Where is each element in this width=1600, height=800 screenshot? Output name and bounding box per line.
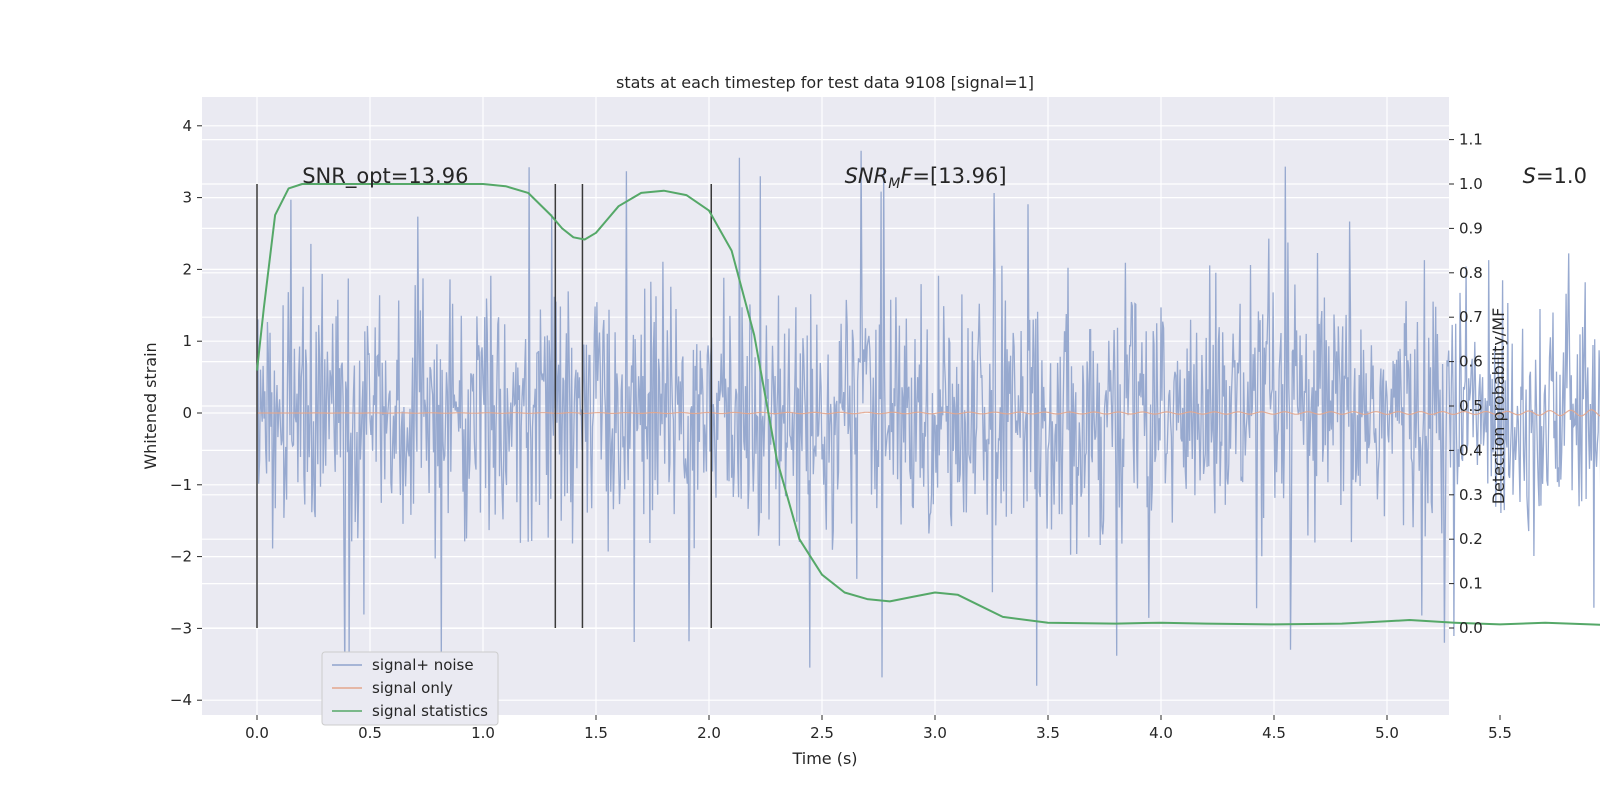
chart-title: stats at each timestep for test data 910… [616, 73, 1034, 92]
right-y-tick-label: 0.1 [1459, 575, 1483, 593]
right-y-tick-label: 0.9 [1459, 219, 1483, 237]
left-y-tick-label: −4 [170, 691, 192, 709]
right-y-axis-label: Detection probability/MF [1489, 308, 1508, 505]
x-tick-label: 1.5 [584, 724, 608, 742]
x-tick-label: 1.0 [471, 724, 495, 742]
legend-label-signal-noise: signal+ noise [372, 656, 474, 674]
x-tick-label: 0.5 [358, 724, 382, 742]
signal-plus-noise-series [256, 150, 1600, 686]
left-y-axis-label: Whitened strain [141, 342, 160, 469]
x-axis-label: Time (s) [791, 749, 857, 768]
left-y-axis-ticks: −4 −3 −2 −1 0 1 2 3 4 [170, 117, 202, 709]
x-tick-label: 4.5 [1262, 724, 1286, 742]
x-tick-label: 4.0 [1149, 724, 1173, 742]
x-axis-ticks: 0.00.51.01.52.02.53.03.54.04.55.05.56.06… [245, 715, 1512, 742]
signal-only-series [257, 409, 1600, 417]
left-y-tick-label: −2 [170, 548, 192, 566]
left-y-tick-label: 4 [182, 117, 192, 135]
right-y-tick-label: 0.0 [1459, 619, 1483, 637]
right-y-tick-label: 0.2 [1459, 530, 1483, 548]
right-y-tick-label: 0.3 [1459, 486, 1483, 504]
legend: signal+ noise signal only signal statist… [321, 651, 499, 726]
left-y-tick-label: −3 [170, 619, 192, 637]
annotation-text: S=1.0 [1523, 164, 1587, 188]
right-y-tick-label: 0.8 [1459, 264, 1483, 282]
left-y-tick-label: 1 [182, 332, 192, 350]
vertical-markers [256, 184, 713, 628]
right-y-tick-label: 1.1 [1459, 131, 1483, 149]
right-y-tick-label: 1.0 [1459, 175, 1483, 193]
right-y-tick-label: 0.5 [1459, 397, 1483, 415]
x-tick-label: 5.5 [1488, 724, 1512, 742]
right-y-tick-label: 0.4 [1459, 441, 1483, 459]
legend-label-signal-only: signal only [372, 679, 453, 697]
x-tick-label: 3.5 [1036, 724, 1060, 742]
legend-box [321, 651, 499, 726]
signal-only-line [257, 409, 1600, 417]
signal-statistics-series [256, 183, 1600, 626]
signal-statistics-line [256, 183, 1600, 626]
left-y-tick-label: −1 [170, 476, 192, 494]
left-y-tick-label: 2 [182, 260, 192, 278]
x-tick-label: 2.5 [810, 724, 834, 742]
annotation-text: SNR_opt=13.96 [302, 164, 468, 189]
right-y-axis-ticks: 0.0 0.1 0.2 0.3 0.4 0.5 0.6 0.7 0.8 0.9 1.0 1.1 [1449, 131, 1483, 637]
x-tick-label: 2.0 [697, 724, 721, 742]
signal-plus-noise-line [256, 150, 1600, 686]
left-y-tick-label: 3 [182, 189, 192, 207]
x-tick-label: 5.0 [1375, 724, 1399, 742]
left-y-tick-label: 0 [182, 404, 192, 422]
right-y-tick-label: 0.6 [1459, 353, 1483, 371]
annotation-text: SNRMF=[13.96] [845, 164, 1007, 192]
x-tick-label: 0.0 [245, 724, 269, 742]
right-y-tick-label: 0.7 [1459, 308, 1483, 326]
legend-label-signal-statistics: signal statistics [372, 702, 488, 720]
x-tick-label: 3.0 [923, 724, 947, 742]
